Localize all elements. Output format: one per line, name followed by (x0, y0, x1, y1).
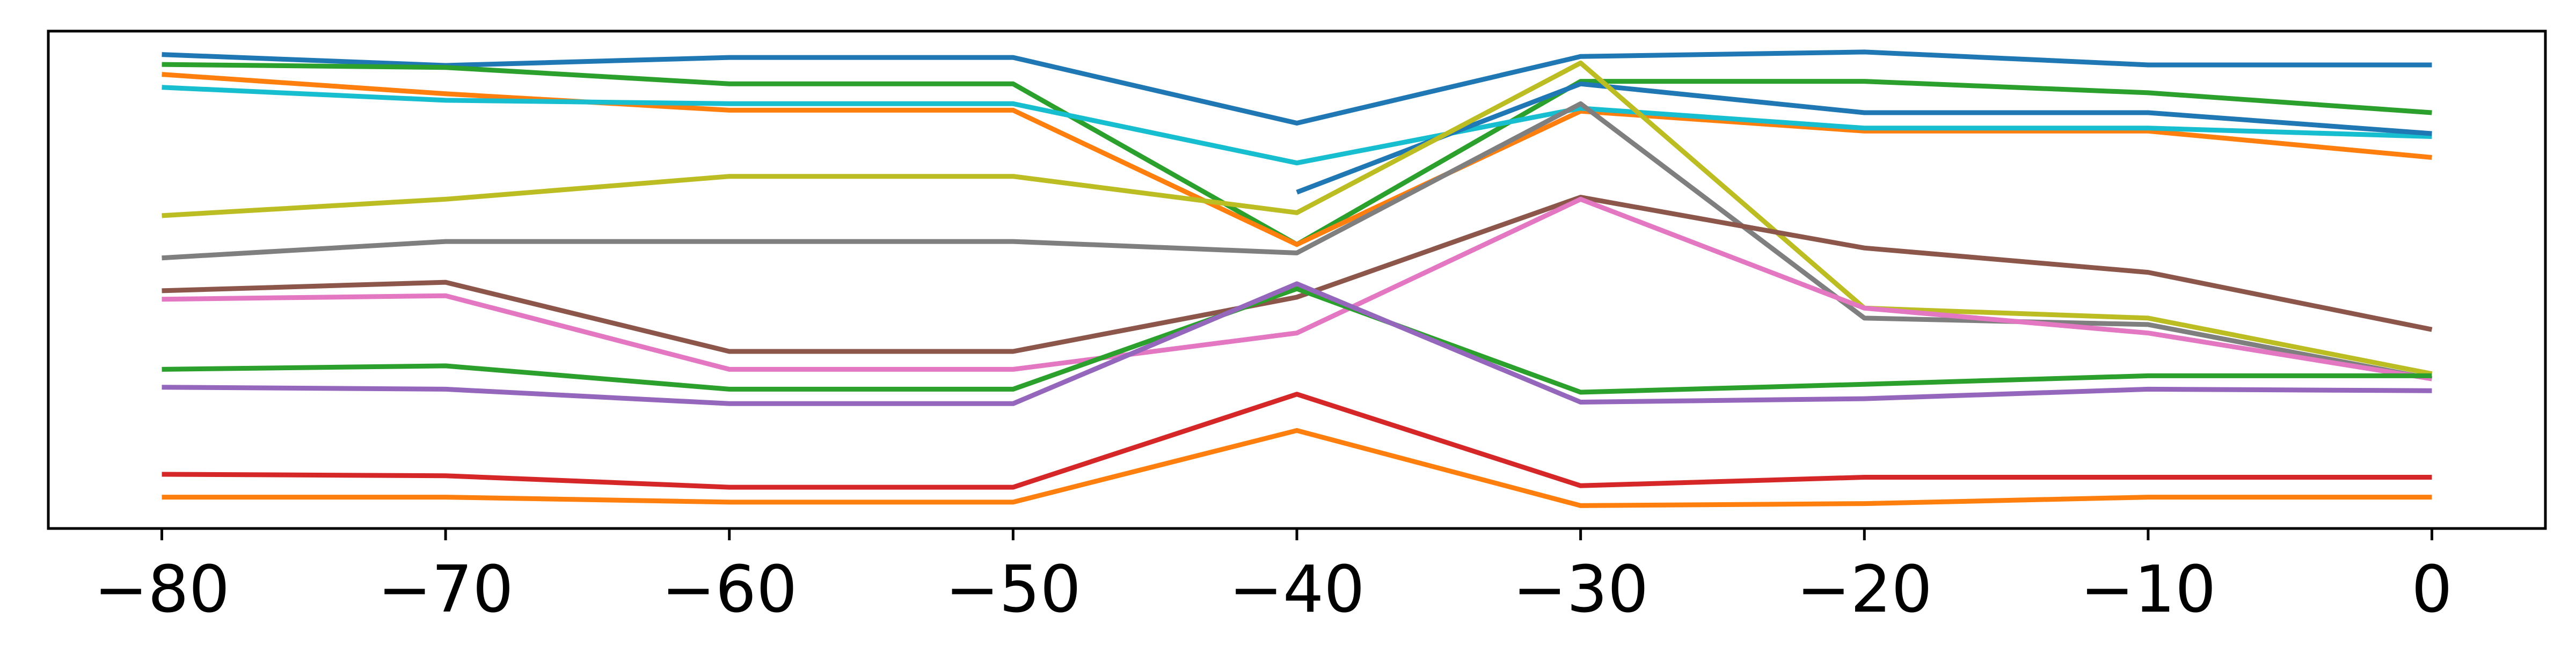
x-axis: −80 −70 −60 −50 −40 −30 −20 −10 0 (94, 528, 2453, 627)
series-line-9 (162, 196, 2433, 381)
x-tick-label: −70 (377, 553, 513, 627)
series-line-2 (162, 62, 2432, 247)
series-line-1 (162, 49, 2432, 126)
x-tick-label: −20 (1797, 553, 1932, 627)
x-tick-label: −10 (2080, 553, 2216, 627)
x-tick-label: 0 (2411, 553, 2452, 627)
series-line-4 (162, 85, 2432, 166)
x-tick-label: −80 (94, 553, 230, 627)
plot-area-frame (47, 30, 2547, 530)
series-line-7 (162, 101, 2433, 381)
series-line-13 (162, 428, 2432, 508)
x-tick-label: −60 (661, 553, 797, 627)
series-line-11 (162, 281, 2432, 406)
series-line-6 (162, 60, 2433, 377)
series-line-5 (1296, 81, 2432, 195)
series-line-10 (162, 286, 2432, 395)
series-line-12 (162, 392, 2432, 490)
x-tick-label: −50 (945, 553, 1081, 627)
x-tick-label: −40 (1229, 553, 1364, 627)
series-layer (162, 49, 2433, 508)
series-line-8 (162, 195, 2433, 354)
x-tick-label: −30 (1513, 553, 1648, 627)
